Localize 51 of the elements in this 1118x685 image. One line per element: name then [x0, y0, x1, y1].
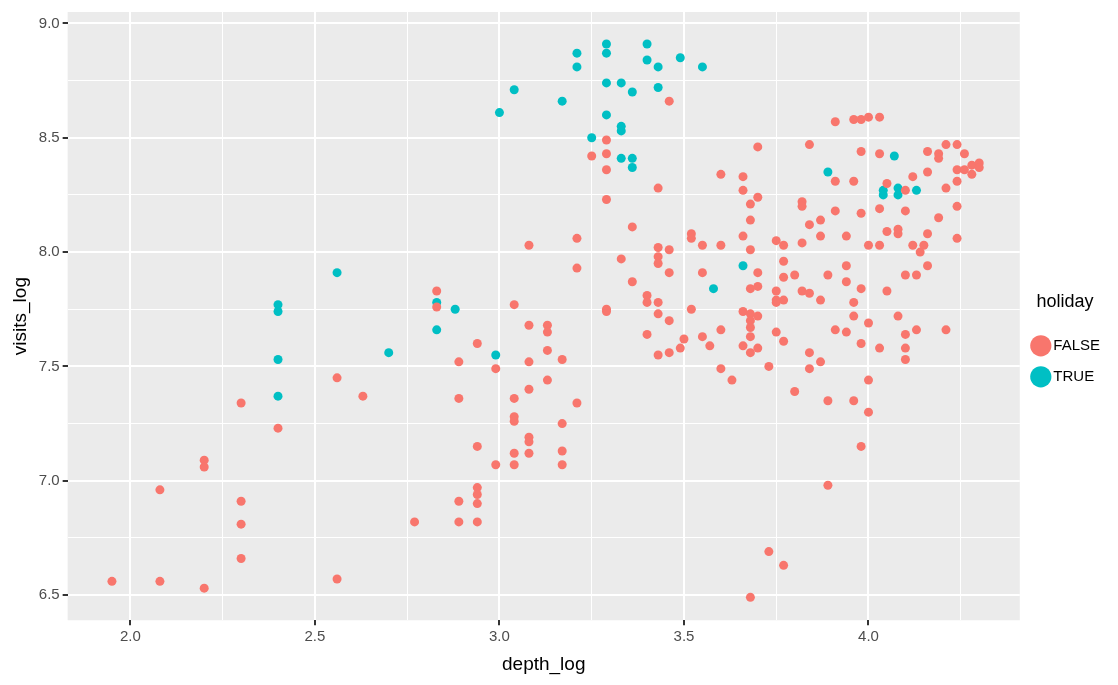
- x-tick-label: 2.0: [119, 627, 141, 645]
- y-tick-label: 6.5: [38, 585, 60, 603]
- point: [509, 85, 519, 95]
- point: [627, 153, 637, 163]
- y-axis-title: visits_log: [8, 277, 31, 356]
- legend-title: holiday: [1036, 290, 1094, 311]
- legend-label: FALSE: [1053, 335, 1101, 353]
- x-axis-title: depth_log: [502, 652, 586, 675]
- point: [675, 53, 685, 63]
- point: [572, 48, 582, 58]
- point: [601, 39, 611, 49]
- point: [601, 78, 611, 88]
- point: [587, 133, 597, 143]
- point: [627, 87, 637, 97]
- point: [601, 48, 611, 58]
- point: [332, 268, 342, 278]
- point: [601, 110, 611, 120]
- point: [653, 62, 663, 72]
- y-tick-label: 7.5: [38, 356, 60, 374]
- y-tick-label: 8.0: [38, 242, 60, 260]
- point: [653, 82, 663, 92]
- point: [273, 391, 283, 401]
- point: [273, 307, 283, 317]
- x-tick-label: 3.5: [673, 627, 695, 645]
- x-tick-label: 2.5: [304, 627, 326, 645]
- point: [642, 39, 652, 49]
- y-tick-label: 9.0: [38, 13, 60, 31]
- point: [697, 62, 707, 72]
- point: [557, 96, 567, 106]
- point: [893, 190, 903, 200]
- point: [823, 167, 833, 177]
- point: [642, 55, 652, 65]
- x-tick-label: 3.0: [489, 627, 510, 645]
- point: [432, 325, 442, 335]
- legend-label: TRUE: [1053, 366, 1095, 384]
- point: [889, 151, 899, 161]
- point: [738, 261, 748, 271]
- point: [627, 162, 637, 172]
- point: [616, 78, 626, 88]
- x-tick-label: 4.0: [858, 627, 879, 645]
- point: [384, 348, 394, 358]
- point: [450, 304, 460, 314]
- point: [494, 108, 504, 118]
- point: [572, 62, 582, 72]
- point: [491, 350, 501, 360]
- point: [616, 153, 626, 163]
- y-tick-label: 7.0: [38, 470, 60, 488]
- point: [708, 284, 718, 294]
- point: [911, 185, 921, 195]
- y-tick-label: 8.5: [38, 127, 60, 145]
- point: [273, 355, 283, 365]
